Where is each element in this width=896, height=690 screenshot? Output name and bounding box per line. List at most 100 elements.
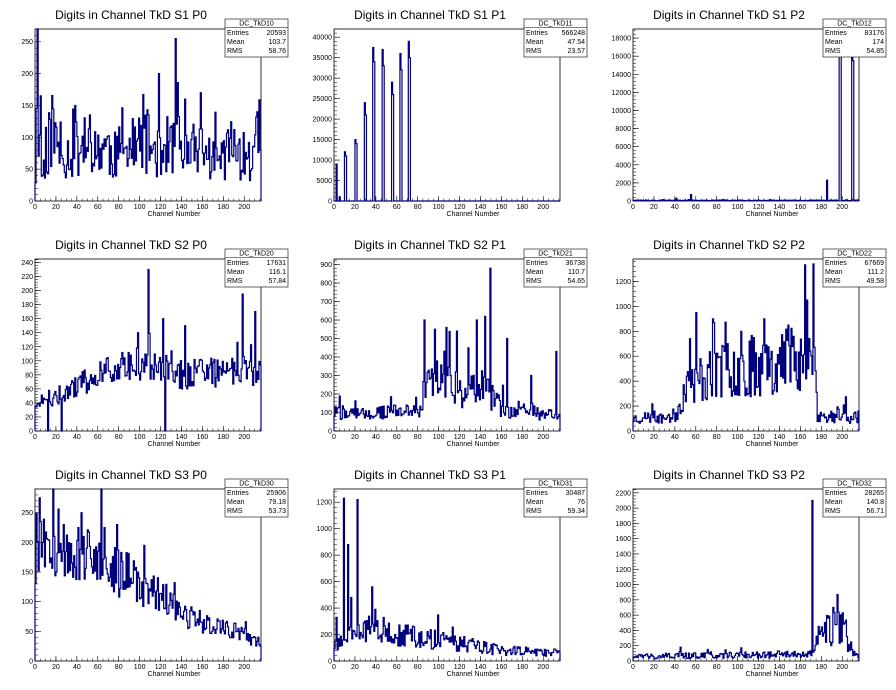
y-tick-label: 200 [320,392,332,399]
stats-key: Mean [825,269,843,276]
y-tick-label: 400 [619,628,631,635]
stats-value: 17631 [267,260,287,267]
y-tick-label: 100 [21,599,33,606]
y-tick-label: 50 [25,167,33,174]
stats-name: DC_TkD20 [239,251,274,258]
y-tick-label: 1600 [615,536,631,543]
y-tick-label: 14000 [612,72,632,79]
x-axis-label: Channel Number [148,441,202,448]
x-tick-label: 160 [496,664,508,671]
y-tick-label: 800 [619,329,631,336]
x-tick-label: 60 [94,204,102,211]
x-tick-label: 20 [52,434,60,441]
stats-key: RMS [825,508,841,515]
x-tick-label: 140 [176,664,188,671]
y-tick-label: 1800 [615,521,631,528]
x-tick-label: 0 [332,204,336,211]
x-tick-label: 60 [692,204,700,211]
x-tick-label: 100 [134,434,146,441]
y-tick-label: 0 [627,199,631,206]
histogram-series [632,32,860,202]
y-tick-label: 4000 [615,162,631,169]
x-axis-label: Channel Number [148,211,202,218]
x-axis-label: Channel Number [746,671,800,678]
x-tick-label: 20 [52,204,60,211]
y-tick-label: 600 [320,579,332,586]
stats-key: Entries [526,490,548,497]
x-tick-label: 200 [238,664,250,671]
histogram-series [632,499,860,661]
x-tick-label: 140 [475,204,487,211]
x-tick-label: 140 [176,204,188,211]
y-tick-label: 150 [21,570,33,577]
stats-key: Mean [526,499,544,506]
x-tick-label: 60 [692,434,700,441]
stats-key: Entries [227,30,249,37]
stats-box [523,478,588,518]
x-tick-label: 160 [795,664,807,671]
x-tick-label: 20 [650,664,658,671]
y-tick-label: 12000 [612,90,632,97]
y-tick-label: 200 [320,632,332,639]
x-tick-label: 160 [197,434,209,441]
stats-key: RMS [227,278,243,285]
histogram-series [34,268,262,432]
x-tick-label: 60 [94,664,102,671]
stats-value: 566248 [562,30,585,37]
x-tick-label: 100 [433,204,445,211]
stats-value: 111.2 [868,269,885,276]
stats-value: 83176 [865,30,885,37]
y-tick-label: 15000 [313,137,333,144]
stats-value: 58.76 [268,48,286,55]
panel-title: Digits in Channel TkD S3 P1 [354,468,506,482]
stats-key: RMS [227,508,243,515]
stats-box [224,18,289,58]
stats-key: Entries [825,490,847,497]
x-tick-label: 40 [73,204,81,211]
stats-name: DC_TkD22 [837,251,872,258]
stats-key: Entries [526,30,548,37]
stats-name: DC_TkD10 [239,21,274,28]
x-tick-label: 60 [393,204,401,211]
y-tick-label: 0 [627,659,631,666]
x-tick-label: 200 [537,434,549,441]
stats-key: Mean [825,499,843,506]
stats-value: 56.71 [866,508,884,515]
histogram-panel: Digits in Channel TkD S1 P20200040006000… [612,8,887,218]
x-tick-label: 80 [115,204,123,211]
histogram-panel: Digits in Channel TkD S1 P00501001502002… [21,8,289,218]
stats-box [523,248,588,288]
x-tick-label: 0 [33,664,37,671]
stats-value: 76 [577,499,585,506]
stats-key: Mean [227,269,245,276]
histogram-panel: Digits in Channel TkD S3 P10200400600800… [316,468,588,678]
x-tick-label: 160 [496,434,508,441]
stats-box [822,18,887,58]
stats-value: 116.1 [269,269,286,276]
stats-box [523,18,588,58]
stats-key: RMS [526,48,542,55]
y-tick-label: 6000 [615,144,631,151]
stats-value: 49.58 [866,278,884,285]
x-tick-label: 120 [454,664,466,671]
stats-name: DC_TkD31 [538,481,573,488]
x-tick-label: 40 [73,664,81,671]
x-tick-label: 180 [516,204,528,211]
x-tick-label: 200 [537,664,549,671]
y-tick-label: 2000 [615,506,631,513]
stats-key: Entries [227,490,249,497]
stats-key: RMS [825,278,841,285]
y-tick-label: 1200 [615,279,631,286]
stats-key: RMS [825,48,841,55]
x-tick-label: 140 [774,664,786,671]
panel-title: Digits in Channel TkD S3 P0 [55,468,207,482]
x-axis-label: Channel Number [746,441,800,448]
stats-value: 53.73 [268,508,286,515]
x-tick-label: 200 [836,664,848,671]
stats-name: DC_TkD30 [239,481,274,488]
x-tick-label: 0 [33,204,37,211]
x-tick-label: 20 [650,434,658,441]
y-tick-label: 140 [21,330,33,337]
y-tick-label: 150 [21,103,33,110]
x-tick-label: 180 [815,434,827,441]
